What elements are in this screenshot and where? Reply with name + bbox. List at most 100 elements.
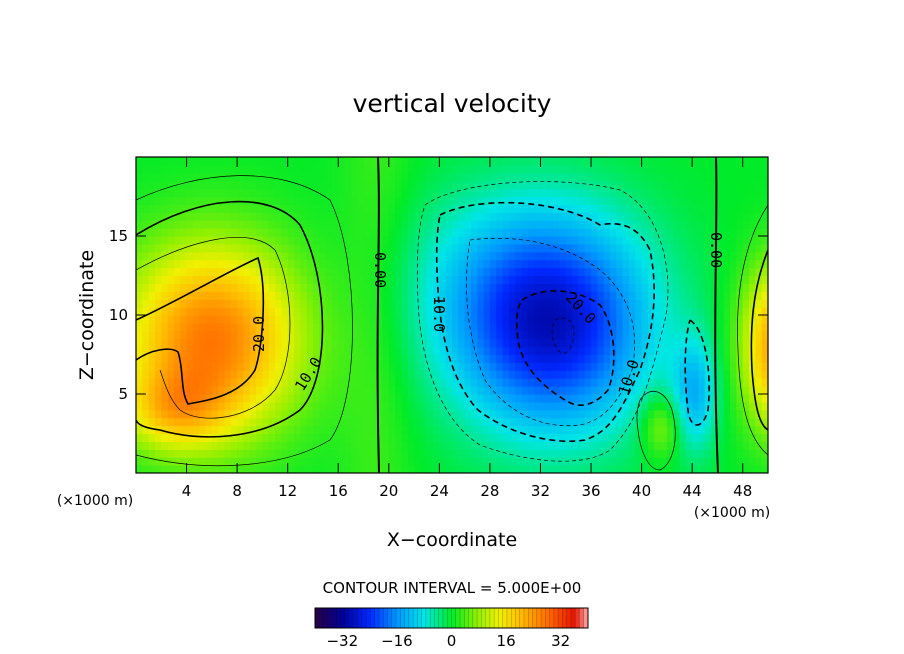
field-cell bbox=[717, 378, 725, 387]
field-cell bbox=[357, 267, 365, 277]
field-cell bbox=[186, 386, 194, 395]
field-cell bbox=[136, 362, 143, 371]
field-cell bbox=[407, 362, 415, 371]
field-cell bbox=[452, 409, 459, 419]
field-cell bbox=[426, 204, 434, 213]
field-cell bbox=[186, 307, 194, 316]
field-cell bbox=[237, 401, 245, 411]
field-cell bbox=[610, 330, 617, 340]
field-cell bbox=[173, 433, 181, 442]
field-cell bbox=[414, 457, 421, 466]
field-cell bbox=[218, 251, 226, 261]
field-cell bbox=[300, 220, 308, 229]
field-cell bbox=[294, 220, 301, 229]
field-cell bbox=[749, 243, 756, 253]
field-cell bbox=[433, 299, 440, 308]
field-cell bbox=[180, 354, 188, 363]
field-cell bbox=[679, 180, 687, 190]
field-cell bbox=[154, 236, 162, 245]
field-cell bbox=[230, 188, 238, 198]
field-cell bbox=[742, 164, 750, 174]
field-cell bbox=[673, 157, 681, 166]
field-cell bbox=[237, 425, 245, 435]
field-cell bbox=[597, 417, 605, 427]
field-cell bbox=[565, 291, 573, 300]
field-cell bbox=[433, 378, 440, 387]
field-cell bbox=[312, 354, 320, 363]
field-cell bbox=[186, 243, 194, 253]
field-cell bbox=[654, 378, 662, 387]
field-cell bbox=[319, 433, 327, 442]
field-cell bbox=[464, 299, 472, 308]
field-cell bbox=[628, 180, 636, 190]
field-cell bbox=[647, 243, 655, 253]
field-cell bbox=[173, 180, 181, 190]
field-cell bbox=[597, 386, 605, 395]
field-cell bbox=[458, 157, 466, 166]
field-cell bbox=[414, 236, 421, 245]
field-cell bbox=[515, 322, 523, 332]
field-cell bbox=[534, 243, 542, 253]
field-cell bbox=[420, 449, 428, 458]
field-cell bbox=[249, 449, 257, 458]
field-cell bbox=[211, 401, 219, 411]
field-cell bbox=[414, 220, 421, 229]
field-cell bbox=[262, 259, 270, 269]
field-cell bbox=[742, 212, 750, 221]
field-cell bbox=[224, 370, 232, 379]
field-cell bbox=[502, 433, 510, 442]
field-cell bbox=[439, 409, 447, 419]
field-cell bbox=[161, 251, 169, 261]
field-cell bbox=[420, 236, 428, 245]
field-cell bbox=[445, 259, 453, 269]
field-cell bbox=[161, 307, 169, 316]
field-cell bbox=[287, 322, 295, 332]
field-cell bbox=[395, 433, 403, 442]
field-cell bbox=[698, 307, 706, 316]
field-cell bbox=[515, 164, 523, 174]
field-cell bbox=[211, 409, 219, 419]
field-cell bbox=[426, 307, 434, 316]
field-cell bbox=[761, 330, 768, 340]
field-cell bbox=[287, 417, 295, 427]
field-cell bbox=[616, 417, 624, 427]
field-cell bbox=[439, 457, 447, 466]
field-cell bbox=[755, 338, 763, 348]
field-cell bbox=[736, 204, 744, 213]
field-cell bbox=[755, 291, 763, 300]
field-cell bbox=[136, 251, 143, 261]
field-cell bbox=[496, 465, 504, 473]
field-cell bbox=[218, 322, 226, 332]
field-cell bbox=[692, 417, 700, 427]
field-cell bbox=[344, 338, 352, 348]
field-cell bbox=[685, 251, 693, 261]
field-cell bbox=[224, 307, 232, 316]
field-cell bbox=[407, 267, 415, 277]
field-cell bbox=[395, 291, 403, 300]
field-cell bbox=[224, 394, 232, 403]
field-cell bbox=[167, 315, 175, 324]
field-cell bbox=[154, 322, 162, 332]
field-cell bbox=[477, 322, 485, 332]
field-cell bbox=[369, 299, 377, 308]
field-cell bbox=[717, 338, 725, 348]
colorbar-swatch bbox=[336, 608, 341, 628]
field-cell bbox=[376, 362, 384, 371]
field-cell bbox=[287, 180, 295, 190]
field-cell bbox=[205, 291, 213, 300]
field-cell bbox=[641, 157, 649, 166]
field-cell bbox=[749, 330, 756, 340]
field-cell bbox=[698, 370, 706, 379]
field-cell bbox=[262, 378, 270, 387]
field-cell bbox=[300, 315, 308, 324]
field-cell bbox=[363, 425, 371, 435]
field-cell bbox=[470, 180, 478, 190]
field-cell bbox=[559, 299, 567, 308]
field-cell bbox=[704, 433, 712, 442]
field-cell bbox=[161, 228, 169, 237]
field-cell bbox=[287, 283, 295, 292]
field-cell bbox=[730, 204, 737, 213]
field-cell bbox=[268, 157, 276, 166]
field-cell bbox=[388, 188, 396, 198]
field-cell bbox=[224, 172, 232, 182]
